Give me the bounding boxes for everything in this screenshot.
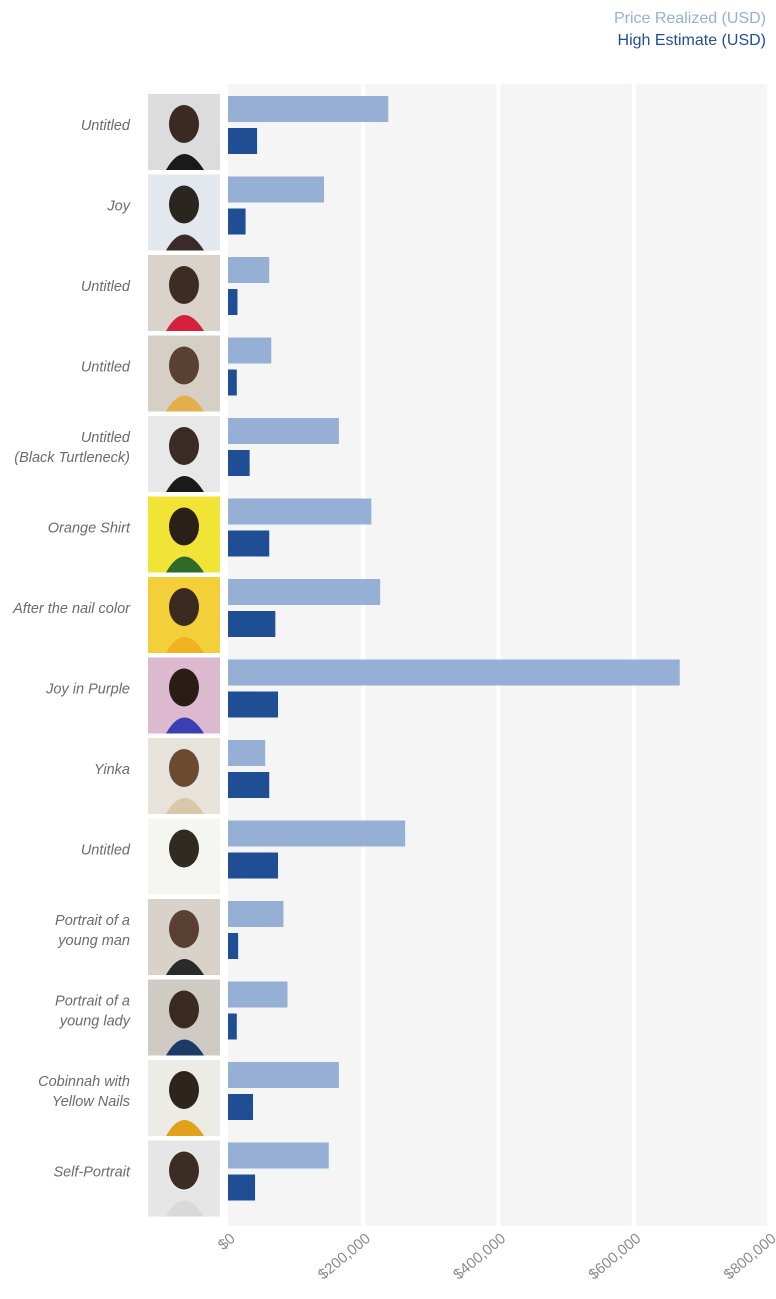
bar-high-estimate [228,691,279,718]
legend-item-price-realized: Price Realized (USD) [613,10,766,27]
category-label: Joy in Purple [45,682,130,698]
row-9: Untitled [81,818,406,895]
category-label: Untitled [81,843,131,859]
bar-high-estimate [228,933,239,959]
category-label: Untitled [81,360,131,376]
x-tick-label: $600,000 [585,1230,644,1283]
bar-high-estimate [228,611,276,637]
bar-high-estimate [228,369,237,396]
category-label: Joy [106,199,130,215]
bar-high-estimate [228,1013,237,1040]
bar-price-realized [228,579,381,605]
artwork-thumbnail [148,94,220,170]
category-label: Yinka [94,762,130,778]
gridline-4 [767,84,771,1226]
x-tick-label: $200,000 [315,1230,374,1283]
artwork-thumbnail [148,818,220,895]
x-tick-label: $800,000 [721,1230,776,1283]
row-10: Portrait of a young man [55,899,284,975]
artwork-thumbnail [148,416,220,492]
row-3: Untitled [81,335,272,412]
bar-price-realized [228,96,389,122]
category-label: Untitled (Black Turtleneck) [14,430,131,466]
x-tick-label: $0 [215,1230,239,1254]
row-7: Joy in Purple [45,657,680,734]
category-label: Untitled [81,118,131,134]
legend-item-high-estimate: High Estimate (USD) [617,32,766,49]
artwork-thumbnail [148,174,220,251]
bar-price-realized [228,901,284,927]
artwork-thumbnail [148,496,220,573]
bar-price-realized [228,1062,339,1088]
bar-high-estimate [228,772,270,798]
category-label: Portrait of a young lady [55,994,131,1030]
bar-high-estimate [228,852,279,879]
row-2: Untitled [81,255,270,331]
legend: Price Realized (USD) High Estimate (USD) [614,8,766,52]
gridlines [361,84,771,1226]
gridline-1 [361,84,366,1226]
bar-price-realized [228,418,339,444]
gridline-2 [496,84,501,1226]
row-0: Untitled [81,94,389,170]
bar-price-realized [228,337,272,364]
bar-high-estimate [228,1174,256,1201]
row-6: After the nail color [12,577,381,653]
bar-price-realized [228,257,270,283]
row-12: Cobinnah with Yellow Nails [38,1060,339,1136]
bar-high-estimate [228,450,250,476]
x-axis-ticks: $0 $200,000 $400,000 $600,000 $800,000 [215,1230,776,1283]
category-label: Cobinnah with Yellow Nails [38,1074,130,1110]
category-label: Portrait of a young man [55,913,130,949]
bar-high-estimate [228,289,238,315]
artwork-thumbnail [148,1060,220,1136]
category-label: After the nail color [12,601,131,617]
artwork-thumbnail [148,255,220,331]
bar-price-realized [228,498,372,525]
artwork-thumbnail [148,979,220,1056]
artwork-thumbnail [148,335,220,412]
chart-rows: Untitled Joy Untitled Untitled Untitled (Blac… [12,94,680,1217]
row-8: Yinka [94,738,270,814]
artwork-thumbnail [148,657,220,734]
row-11: Portrait of a young lady [55,979,288,1056]
row-4: Untitled (Black Turtleneck) [14,416,339,492]
bar-price-realized [228,659,680,686]
bar-price-realized [228,740,266,766]
category-label: Orange Shirt [48,521,131,537]
x-tick-label: $400,000 [450,1230,509,1283]
category-label: Self-Portrait [53,1165,131,1181]
bar-high-estimate [228,1094,254,1120]
artwork-thumbnail [148,577,220,653]
bar-high-estimate [228,208,246,235]
bar-high-estimate [228,128,258,154]
gridline-3 [631,84,636,1226]
artwork-thumbnail [148,738,220,814]
category-label: Untitled [81,279,131,295]
row-5: Orange Shirt [48,496,372,573]
bar-high-estimate [228,530,270,557]
row-13: Self-Portrait [53,1140,329,1217]
bar-price-realized [228,981,288,1008]
artwork-thumbnail [148,899,220,975]
bar-price-realized [228,820,406,847]
bar-price-realized [228,1142,329,1169]
bar-price-realized [228,176,325,203]
artwork-thumbnail [148,1140,220,1217]
row-1: Joy [106,174,325,251]
